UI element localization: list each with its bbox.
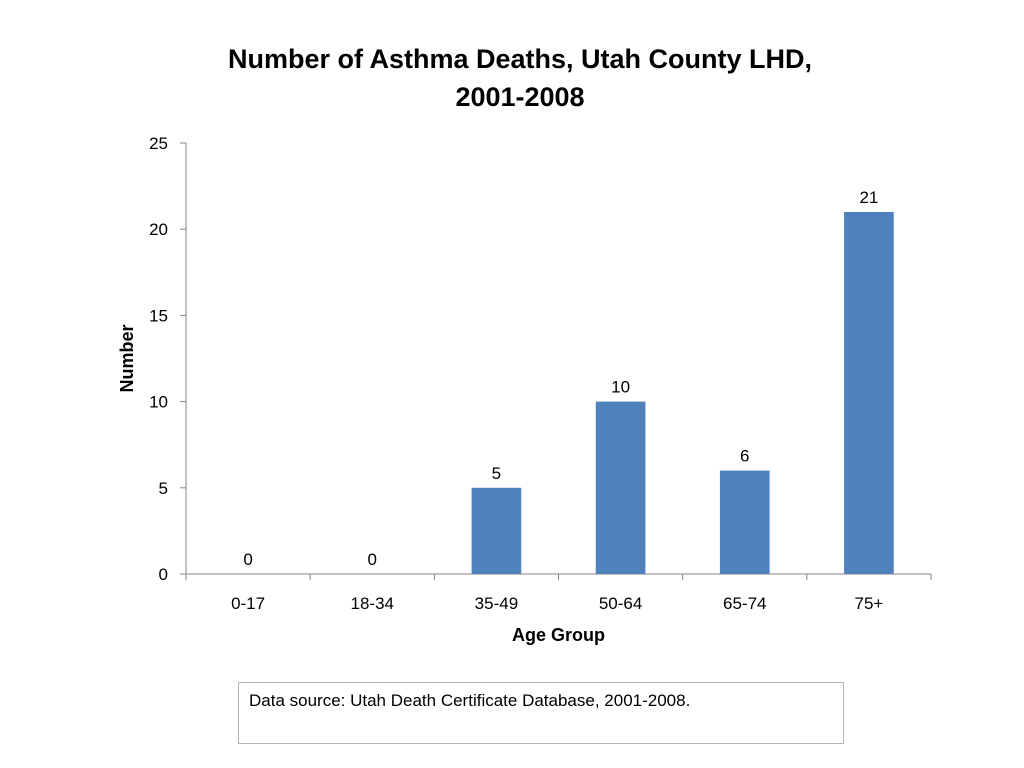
bar-chart: 0 5 10 15 20 25 0 0-17 0 18-34 5 35-49 10 50-64 6 65-74…: [117, 134, 932, 645]
x-tick-label: 75+: [854, 594, 883, 613]
x-tick-label: 18-34: [351, 594, 394, 613]
data-label: 0: [243, 550, 252, 569]
data-label: 0: [368, 550, 377, 569]
chart-title: Number of Asthma Deaths, Utah County LHD…: [0, 40, 1024, 116]
y-tick-label: 5: [159, 479, 168, 498]
data-source-text: Data source: Utah Death Certificate Data…: [249, 691, 691, 710]
y-tick-label: 10: [149, 393, 168, 412]
bar-50-64: [595, 401, 646, 574]
y-tick-label: 25: [149, 134, 168, 153]
x-tick-label: 65-74: [723, 594, 766, 613]
bar-75+: [844, 211, 894, 574]
y-axis-title: Number: [117, 324, 137, 392]
x-tick-label: 0-17: [231, 594, 265, 613]
y-tick-label: 15: [149, 306, 168, 325]
bar-35-49: [471, 487, 522, 574]
bar-65-74: [719, 470, 770, 574]
data-label: 10: [611, 378, 630, 397]
x-axis-title: Age Group: [512, 625, 605, 645]
data-label: 5: [492, 464, 501, 483]
chart-title-line-2: 2001-2008: [455, 82, 585, 112]
chart-title-line-1: Number of Asthma Deaths, Utah County LHD…: [227, 44, 813, 74]
y-tick-label: 0: [159, 565, 168, 584]
data-label: 6: [740, 447, 749, 466]
data-source-box: Data source: Utah Death Certificate Data…: [238, 682, 844, 744]
data-label: 21: [859, 188, 878, 207]
x-tick-label: 50-64: [599, 594, 642, 613]
y-tick-label: 20: [149, 220, 168, 239]
x-tick-label: 35-49: [475, 594, 518, 613]
